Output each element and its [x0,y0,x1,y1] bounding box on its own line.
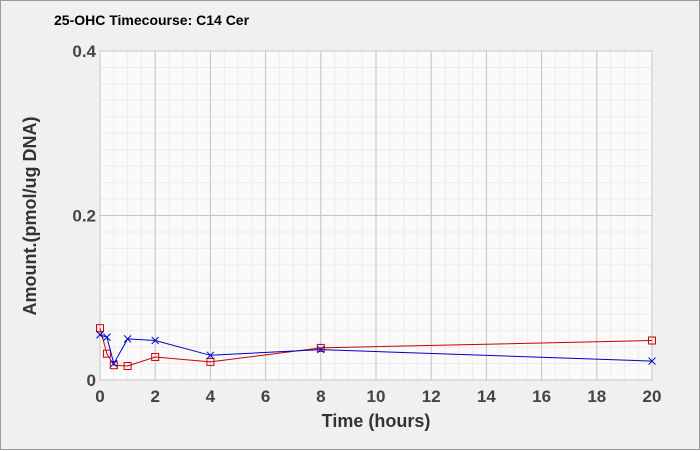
series-layer [96,324,656,371]
x-tick-label: 0 [95,387,104,406]
y-tick-labels: 0 0.2 0.4 [72,42,96,390]
data-point-x [206,351,215,360]
data-point-square [123,362,132,371]
data-point-square [316,343,325,352]
x-tick-label: 10 [367,387,386,406]
y-tick-label: 0.4 [72,42,96,61]
x-tick-label: 12 [422,387,441,406]
data-point-square [206,357,215,366]
series-line-2 [99,334,653,365]
x-tick-label: 8 [316,387,325,406]
data-point-x [151,336,160,345]
x-tick-label: 4 [206,387,216,406]
data-point-square [648,336,656,345]
x-tick-label: 2 [150,387,159,406]
data-point-x [123,335,132,343]
y-tick-label: 0.2 [72,207,96,226]
data-point-square [96,324,104,333]
x-tick-label: 14 [477,387,496,406]
x-tick-label: 16 [532,387,551,406]
data-point-x [103,333,111,342]
x-tick-label: 18 [587,387,606,406]
x-tick-label: 6 [261,387,270,406]
data-point-x [648,357,656,365]
data-point-x [316,345,325,354]
major-grid [99,50,653,381]
x-tick-labels: 0 2 4 6 8 10 12 14 16 18 20 [95,387,661,406]
chart-title: 25-OHC Timecourse: C14 Cer [54,12,250,28]
data-point-x [109,359,118,368]
y-tick-label: 0 [87,371,96,390]
data-point-square [102,349,111,358]
x-axis-title: Time (hours) [322,411,431,431]
y-axis-title: Amount.(pmol/ug DNA) [20,117,40,316]
data-point-x [96,330,104,339]
x-tick-label: 20 [643,387,662,406]
data-point-square [151,352,160,361]
